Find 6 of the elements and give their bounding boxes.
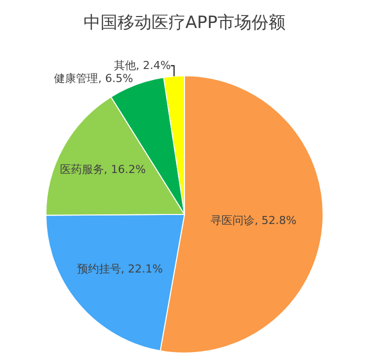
slice-label: 医药服务, 16.2%	[60, 163, 146, 176]
slice-label: 预约挂号, 22.1%	[76, 262, 163, 276]
slice-label: 寻医问诊, 52.8%	[210, 214, 296, 227]
chart-title: 中国移动医疗APP市场份额	[83, 13, 286, 34]
slice-label: 其他, 2.4%	[114, 59, 171, 72]
slice-label: 健康管理, 6.5%	[54, 72, 134, 86]
